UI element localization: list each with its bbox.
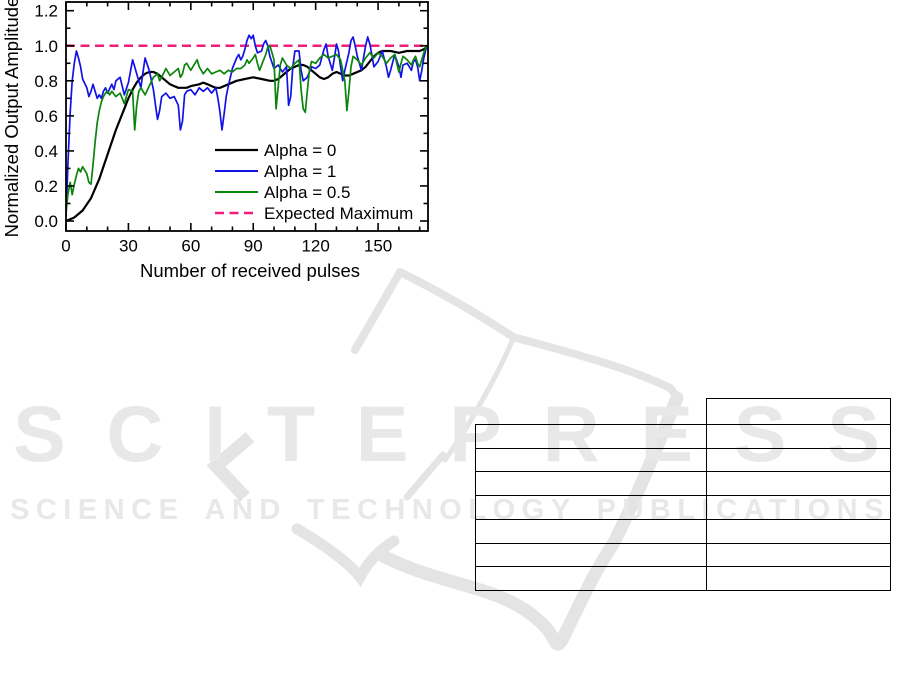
- table-row: [476, 543, 890, 568]
- table-body: [475, 424, 891, 591]
- tick-label: 30: [119, 237, 138, 256]
- tick-label: 0.0: [34, 212, 58, 231]
- table-cell: [707, 496, 890, 519]
- watermark-letter: I: [204, 389, 227, 478]
- tick-label: 60: [181, 237, 200, 256]
- table-cell: [476, 543, 707, 567]
- table-row: [476, 496, 890, 520]
- watermark-word: SCIENCE: [10, 494, 185, 526]
- logo-swoosh-tail: [376, 391, 684, 651]
- series-line-alpha-1: [66, 34, 428, 218]
- tick-label: 0.6: [34, 107, 58, 126]
- legend-label: Alpha = 1: [264, 162, 336, 181]
- tick-label: 1.0: [34, 37, 58, 56]
- watermark-letter: S: [13, 389, 66, 478]
- watermark-letter: C: [106, 389, 164, 478]
- legend-entry-alpha05: Alpha = 0.5: [215, 183, 351, 202]
- tick-labels: 0 30 60 90 120 150 0.0 0.2 0.4 0.6 0.8 1.0 1.2: [34, 2, 392, 256]
- series-line-alpha-0-5: [66, 44, 428, 213]
- table-header-cell: [706, 398, 891, 424]
- x-axis-title: Number of received pulses: [140, 260, 360, 281]
- legend-label: Alpha = 0: [264, 141, 336, 160]
- logo-left-edge: [351, 268, 404, 354]
- table-cell: [476, 472, 707, 496]
- legend-label: Alpha = 0.5: [264, 183, 351, 202]
- axis-ticks: [65, 2, 428, 231]
- watermark-letter: S: [733, 389, 787, 478]
- table-cell: [476, 425, 707, 448]
- logo-body-line: [442, 336, 516, 463]
- table-cell: [707, 567, 890, 590]
- table-cell: [707, 520, 890, 543]
- table-row: [476, 472, 890, 497]
- tick-label: 0.2: [34, 177, 58, 196]
- legend-entry-expected-maximum: Expected Maximum: [215, 204, 413, 223]
- table-cell: [707, 449, 890, 472]
- y-axis-title: Normalized Output Amplitude: [1, 0, 22, 237]
- table-row: [476, 519, 890, 544]
- watermark-letter: E: [355, 389, 409, 478]
- tick-label: 120: [301, 237, 329, 256]
- table-row: [476, 425, 890, 449]
- watermark-letter: E: [640, 389, 694, 478]
- tick-label: 150: [364, 237, 392, 256]
- logo-wing-curve-left: [396, 268, 517, 341]
- table-cell: [476, 519, 707, 543]
- series-line-alpha-0: [66, 44, 428, 223]
- legend-entry-alpha1: Alpha = 1: [215, 162, 336, 181]
- chart-legend: Alpha = 0 Alpha = 1 Alpha = 0.5 Expected…: [215, 141, 413, 223]
- data-series: [66, 34, 428, 223]
- table-row: [476, 567, 890, 591]
- tick-label: 0.8: [34, 72, 58, 91]
- table-cell: [476, 448, 707, 472]
- table-cell: [707, 544, 890, 567]
- legend-entry-alpha0: Alpha = 0: [215, 141, 336, 160]
- legend-label: Expected Maximum: [264, 204, 413, 223]
- watermark-letter: S: [827, 389, 880, 478]
- logo-slash: [403, 451, 447, 501]
- tick-label: 0.4: [34, 142, 58, 161]
- logo-bird: [291, 523, 400, 588]
- logo-wing-curve-right: [509, 333, 682, 402]
- table-row: [476, 448, 890, 473]
- watermark-letter: T: [266, 389, 316, 478]
- figure-line-chart: 0 30 60 90 120 150 0.0 0.2 0.4 0.6 0.8 1.0 1.2 Numbe…: [1, 0, 429, 281]
- table-cell: [476, 567, 707, 591]
- watermark-letter: R: [542, 389, 600, 478]
- table-cell: [476, 496, 707, 519]
- tick-label: 0: [61, 237, 70, 256]
- tick-label: 1.2: [34, 2, 58, 21]
- table-cell: [707, 472, 890, 495]
- tick-label: 90: [244, 237, 263, 256]
- logo-chevron: [206, 432, 255, 502]
- watermark-word: AND: [204, 494, 287, 526]
- table-cell: [707, 425, 890, 448]
